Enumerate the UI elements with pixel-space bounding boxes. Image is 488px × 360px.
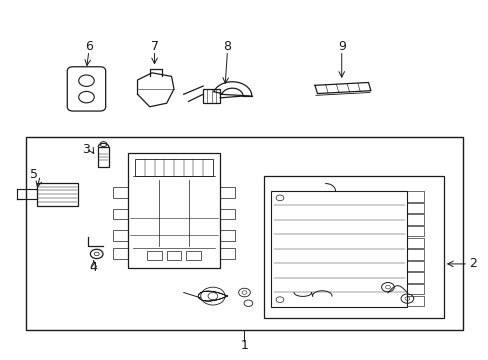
- Bar: [407, 214, 424, 225]
- Bar: [220, 208, 234, 219]
- Bar: [113, 248, 127, 258]
- Bar: [407, 261, 424, 271]
- Bar: [113, 187, 127, 198]
- Bar: [98, 147, 109, 167]
- Bar: [407, 249, 424, 260]
- Bar: [113, 208, 127, 219]
- Bar: [147, 251, 162, 260]
- Text: 1: 1: [240, 338, 248, 351]
- Bar: [407, 191, 424, 202]
- Bar: [113, 230, 127, 241]
- Bar: [203, 89, 220, 103]
- Bar: [271, 191, 407, 307]
- Bar: [220, 230, 234, 241]
- Bar: [407, 238, 424, 248]
- Bar: [37, 183, 78, 206]
- Bar: [264, 176, 443, 318]
- Text: 2: 2: [468, 257, 476, 270]
- Text: 9: 9: [337, 40, 345, 53]
- Bar: [166, 251, 181, 260]
- Bar: [220, 187, 234, 198]
- Bar: [407, 226, 424, 237]
- Text: 8: 8: [223, 40, 231, 53]
- Bar: [220, 248, 234, 258]
- Bar: [407, 203, 424, 213]
- Text: 7: 7: [150, 40, 158, 53]
- Bar: [407, 296, 424, 306]
- Text: 5: 5: [30, 168, 39, 181]
- Bar: [186, 251, 201, 260]
- Text: 4: 4: [90, 261, 98, 274]
- Text: 6: 6: [85, 40, 93, 53]
- Bar: [407, 273, 424, 283]
- Bar: [407, 284, 424, 294]
- Bar: [26, 137, 462, 330]
- Text: 3: 3: [82, 143, 90, 156]
- Bar: [135, 158, 212, 176]
- Bar: [127, 153, 220, 267]
